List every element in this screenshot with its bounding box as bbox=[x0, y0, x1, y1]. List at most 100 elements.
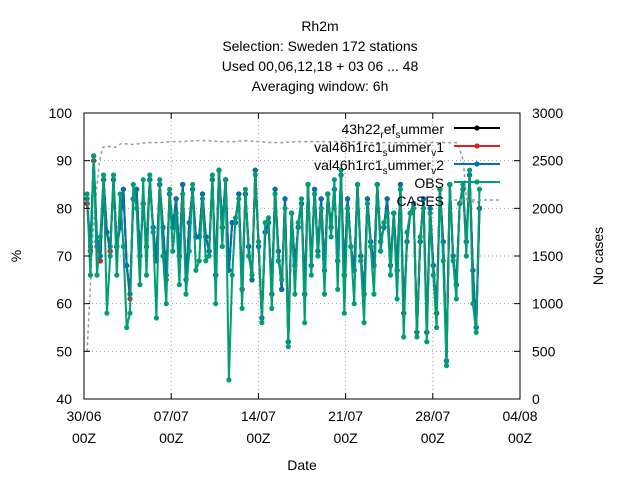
series-obs-point bbox=[163, 301, 169, 307]
title-line-1: Rh2m bbox=[301, 18, 338, 34]
series-obs-point bbox=[341, 310, 347, 316]
series-s3-point bbox=[120, 186, 126, 192]
series-s3-point bbox=[282, 196, 288, 202]
legend-sample-obs-point bbox=[474, 179, 480, 185]
series-s3-point bbox=[384, 196, 390, 202]
legend-s2-sub1: s bbox=[383, 148, 388, 159]
x-tick-label: 30/06 bbox=[66, 408, 101, 424]
series-obs-point bbox=[199, 196, 206, 202]
series-obs-point bbox=[107, 253, 113, 259]
series-obs-point bbox=[404, 229, 410, 235]
series-obs-point bbox=[213, 301, 219, 307]
series-obs-point bbox=[378, 248, 384, 254]
x-tick-label: 00Z bbox=[508, 430, 533, 446]
series-obs-point bbox=[292, 291, 298, 297]
x-tick-label: 00Z bbox=[159, 430, 184, 446]
series-obs-point bbox=[354, 181, 361, 188]
series-obs-point bbox=[397, 186, 403, 192]
series-s3-point bbox=[420, 196, 427, 202]
x-tick-label: 21/07 bbox=[328, 408, 363, 424]
series-obs-point bbox=[364, 201, 370, 207]
series-obs-point bbox=[463, 253, 469, 259]
series-obs-point bbox=[384, 210, 390, 216]
legend-sample-s3-point bbox=[474, 161, 480, 167]
series-obs-point bbox=[298, 196, 305, 202]
series-obs-point bbox=[117, 191, 123, 197]
series-s3-point bbox=[279, 286, 285, 292]
series-obs bbox=[84, 153, 483, 383]
series-obs-point bbox=[407, 210, 413, 216]
y2-tick-label: 3000 bbox=[532, 105, 563, 121]
series-obs-point bbox=[308, 272, 314, 278]
legend-s3-sub2: v bbox=[431, 166, 436, 177]
series-s3-point bbox=[318, 196, 324, 202]
series-obs-point bbox=[437, 186, 443, 192]
series-obs-point bbox=[206, 253, 212, 259]
legend-s1-sub2: s bbox=[395, 130, 400, 141]
series-obs-point bbox=[285, 344, 291, 350]
y-tick-label: 80 bbox=[56, 200, 72, 216]
series-obs-point bbox=[209, 172, 215, 178]
series-obs-point bbox=[450, 258, 456, 264]
series-obs-point bbox=[124, 324, 130, 331]
series-obs-point bbox=[312, 191, 318, 197]
series-obs-point bbox=[252, 172, 258, 178]
series-obs-point bbox=[387, 272, 394, 278]
series-obs-point bbox=[315, 253, 321, 259]
series-obs-point bbox=[282, 205, 288, 211]
series-obs-point bbox=[232, 215, 239, 221]
series-s3-point bbox=[199, 191, 206, 197]
series-obs-point bbox=[170, 248, 176, 254]
series-obs-point bbox=[289, 210, 295, 216]
series-s3-point bbox=[312, 186, 318, 192]
series-s3-point bbox=[427, 205, 433, 211]
y-tick-label: 60 bbox=[56, 296, 72, 312]
legend-s1-rest: ummer bbox=[400, 121, 444, 137]
series-obs-point bbox=[153, 315, 159, 321]
legend-s2-rest: 1 bbox=[436, 139, 444, 155]
series-obs-point bbox=[104, 310, 110, 316]
legend-label-s1: 43h22refsummer bbox=[341, 121, 444, 141]
cases-line bbox=[86, 139, 480, 352]
series-obs-point bbox=[460, 181, 466, 188]
chart-title: Rh2m Selection: Sweden 172 stations Used… bbox=[222, 18, 419, 94]
series-obs-point bbox=[114, 272, 120, 278]
series-obs-point bbox=[94, 272, 100, 278]
series-obs-point bbox=[84, 191, 90, 197]
y2-tick-label: 2500 bbox=[532, 153, 563, 169]
series-obs-point bbox=[374, 181, 380, 188]
series-obs-point bbox=[473, 329, 479, 335]
series-obs-point bbox=[279, 277, 285, 283]
series-obs-point bbox=[361, 320, 367, 326]
series-obs-point bbox=[226, 377, 232, 383]
legend-label-s2: val46h1rc1summerv1 bbox=[314, 139, 444, 159]
x-tick-label: 00Z bbox=[334, 430, 359, 446]
x-tick-label: 00Z bbox=[246, 430, 271, 446]
y2-tick-label: 0 bbox=[532, 391, 540, 407]
series-obs-point bbox=[134, 205, 140, 211]
series-obs-point bbox=[160, 253, 166, 259]
legend-samples bbox=[454, 125, 500, 201]
series-obs-point bbox=[467, 167, 473, 173]
series-obs-point bbox=[424, 339, 430, 345]
series-obs-point bbox=[335, 286, 341, 292]
series-obs-point bbox=[223, 177, 229, 183]
y-tick-label: 40 bbox=[56, 391, 72, 407]
series-obs-point bbox=[140, 177, 146, 183]
title-line-2: Selection: Sweden 172 stations bbox=[222, 38, 417, 54]
series-obs-point bbox=[97, 234, 103, 240]
legend-sample-s2-point bbox=[474, 143, 480, 149]
series-s3-point bbox=[411, 201, 417, 207]
series-obs-point bbox=[183, 291, 189, 297]
series-layer bbox=[84, 153, 483, 383]
legend-s3-rest: 2 bbox=[436, 157, 444, 173]
series-obs-point bbox=[331, 177, 337, 183]
series-obs-point bbox=[318, 205, 324, 211]
x-axis-label: Date bbox=[287, 457, 317, 473]
series-obs-point bbox=[447, 181, 453, 188]
series-obs-point bbox=[256, 239, 262, 245]
y-tick-label: 100 bbox=[49, 105, 73, 121]
legend-s2-prefix: val46h1rc1 bbox=[314, 139, 383, 155]
series-obs-point bbox=[87, 272, 93, 278]
